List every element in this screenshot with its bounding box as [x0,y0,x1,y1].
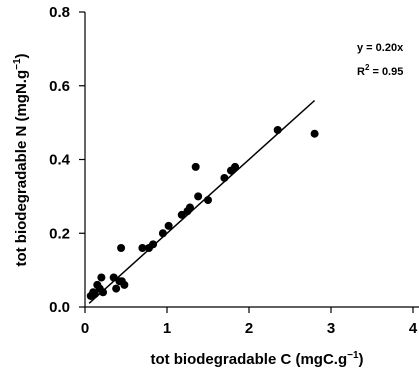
x-tick-label: 2 [245,320,253,337]
data-point [191,162,200,171]
data-point [220,173,229,182]
x-tick-label: 4 [409,320,418,337]
data-point [158,229,167,238]
y-tick-label: 0.6 [49,78,70,95]
data-point [99,288,108,297]
y-tick-label: 0.4 [49,152,71,169]
x-tick-label: 0 [81,320,89,337]
trendline [88,99,316,304]
data-point [164,221,173,230]
regression-annotation: y = 0.20x R2 = 0.95 [357,42,404,78]
y-tick-label: 0.2 [49,225,70,242]
data-point [231,162,240,171]
data-point [109,273,118,282]
y-tick-label: 0.8 [49,4,70,21]
data-point [177,210,186,219]
data-point [117,244,126,252]
data-point [204,196,212,205]
x-axis-title: tot biodegradable C (mgC.g−1) [150,350,363,368]
data-point [138,244,147,252]
points-group [86,126,319,300]
x-tick-label: 1 [163,320,171,337]
data-point [194,192,203,201]
r2-label: R2 = 0.95 [357,63,403,78]
data-point [90,290,99,299]
equation-label: y = 0.20x [357,42,404,54]
y-axis-title: tot biodegradable N (mgN.g−1) [12,53,30,266]
tick-group: 0 1 2 3 4 0.0 0.2 0.4 0.6 0.8 [49,4,418,337]
data-point [112,284,121,293]
data-point [117,277,126,286]
data-point [185,203,194,212]
data-point [273,126,282,134]
trendline-group [88,99,316,304]
data-point [310,129,319,138]
data-point [97,273,106,282]
data-point [149,240,158,249]
x-tick-label: 3 [327,320,335,337]
y-tick-label: 0.0 [49,299,70,316]
